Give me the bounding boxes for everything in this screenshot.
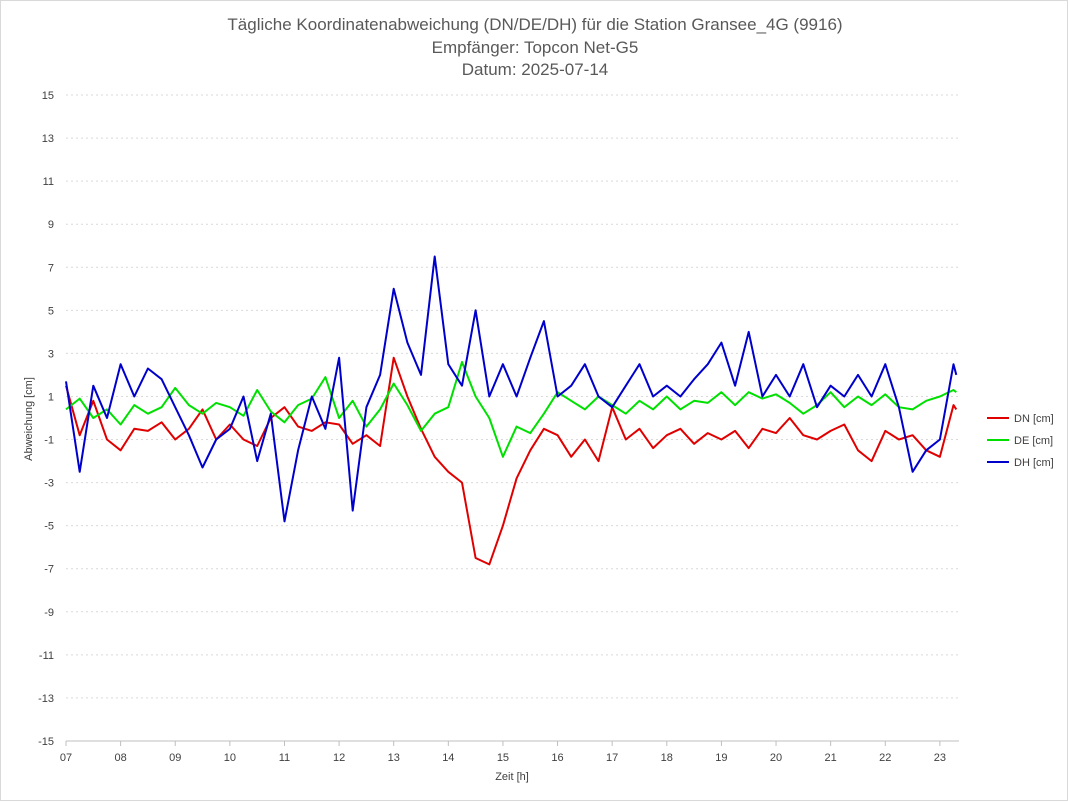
y-tick-labels: 15 13 11 9 7 5 3 1 -1 -3 -5 -7 -9 -11 -13 -15 (38, 90, 54, 748)
x-tick-labels: 07 08 09 10 11 12 13 14 15 16 17 18 19 20 21 22 23 (60, 752, 946, 764)
x-tick-label: 16 (551, 752, 563, 764)
x-tick-label: 17 (606, 752, 618, 764)
title-line-1: Tägliche Koordinatenabweichung (DN/DE/DH… (227, 15, 842, 34)
x-tick-label: 07 (60, 752, 72, 764)
y-tick-label: -13 (38, 693, 54, 705)
gridlines (66, 94, 959, 742)
y-tick-label: 11 (43, 176, 54, 188)
y-tick-label: 1 (48, 391, 54, 403)
x-tick-label: 11 (279, 752, 290, 764)
legend-label: DH [cm] (1014, 457, 1054, 469)
x-tick-label: 20 (770, 752, 782, 764)
legend-label: DN [cm] (1014, 413, 1054, 425)
title-line-3: Datum: 2025-07-14 (462, 60, 608, 79)
x-tick-label: 14 (442, 752, 454, 764)
legend-label: DE [cm] (1014, 435, 1053, 447)
x-tick-label: 15 (497, 752, 509, 764)
y-tick-label: -7 (44, 564, 54, 576)
y-tick-label: -5 (44, 521, 54, 533)
x-tick-label: 19 (715, 752, 727, 764)
y-tick-label: 5 (48, 305, 54, 317)
x-tick-label: 10 (224, 752, 236, 764)
x-axis-title: Zeit [h] (495, 771, 529, 783)
x-tick-label: 23 (934, 752, 946, 764)
x-tick-label: 08 (114, 752, 126, 764)
y-tick-label: -11 (39, 650, 54, 662)
y-tick-label: -15 (38, 736, 54, 748)
y-tick-label: 7 (48, 262, 54, 274)
y-tick-label: 3 (48, 348, 54, 360)
y-tick-label: 15 (42, 90, 54, 102)
series-line-dh (65, 255, 958, 523)
x-tick-label: 12 (333, 752, 345, 764)
title-line-2: Empfänger: Topcon Net-G5 (432, 38, 639, 57)
x-tick-label: 22 (879, 752, 891, 764)
y-tick-label: 9 (48, 219, 54, 231)
chart-title: Tägliche Koordinatenabweichung (DN/DE/DH… (227, 15, 842, 79)
x-tick-label: 13 (388, 752, 400, 764)
y-axis-title: Abweichung [cm] (23, 377, 35, 461)
x-tick-label: 18 (661, 752, 673, 764)
y-tick-label: -1 (44, 435, 54, 447)
series-line-de (65, 361, 957, 458)
x-tick-label: 09 (169, 752, 181, 764)
legend: DN [cm] DE [cm] DH [cm] (987, 413, 1054, 469)
y-tick-label: -9 (44, 607, 54, 619)
series-lines (65, 255, 958, 566)
x-tick-label: 21 (825, 752, 837, 764)
y-tick-label: -3 (44, 478, 54, 490)
axes (65, 740, 959, 746)
y-tick-label: 13 (42, 133, 54, 145)
